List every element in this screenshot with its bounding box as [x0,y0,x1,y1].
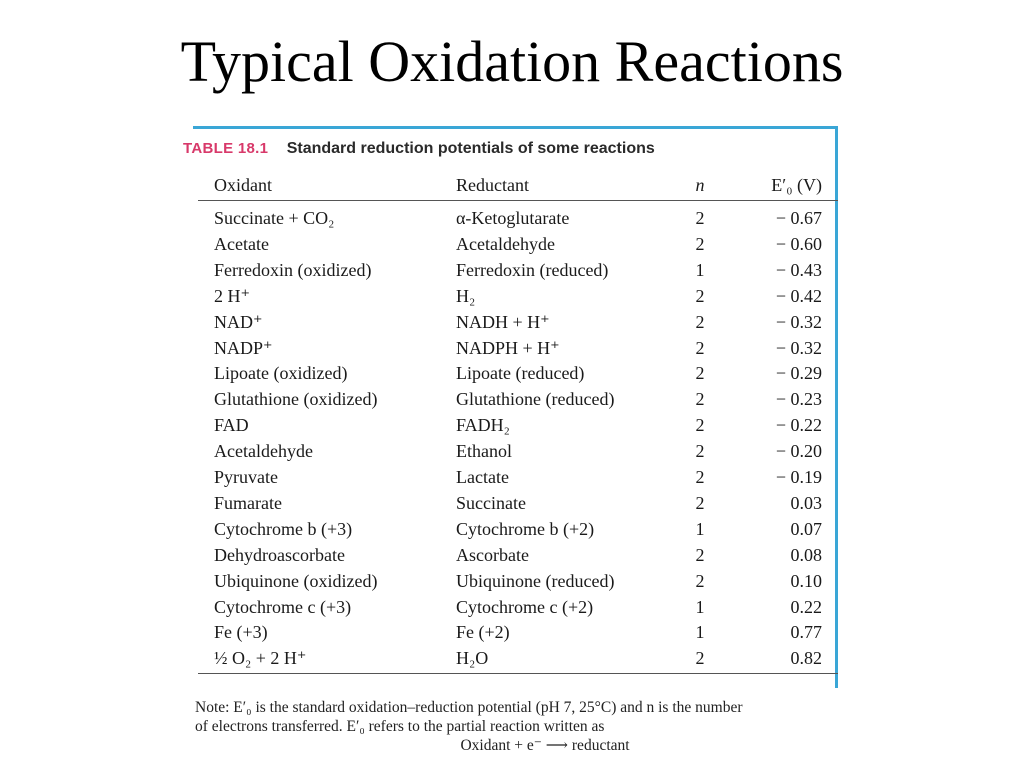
note-equation: Oxidant + e⁻ ⟶ reductant [460,737,630,754]
oxidant-cell: Acetate [214,233,269,254]
n-cell: 2 [695,285,705,306]
table-number: TABLE 18.1 [183,140,269,157]
reductant-cell: Ascorbate [456,544,529,565]
potential-cell: 0.03 [790,492,823,513]
header-potential: E′₀ (V) [771,175,822,195]
oxidant-cell: Glutathione (oxidized) [214,389,378,410]
reductant-cell: α-Ketoglutarate [456,208,570,228]
table-frame [193,126,838,688]
reductant-cell: NADPH + H⁺ [456,337,560,358]
n-cell: 2 [695,233,705,254]
potential-cell: 0.07 [790,518,823,539]
potential-cell: − 0.32 [775,311,822,332]
n-cell: 2 [695,389,705,410]
reductant-cell: NADH + H⁺ [456,311,550,332]
reductant-cell: Succinate [456,492,526,513]
potential-cell: − 0.22 [775,415,822,436]
potential-cell: − 0.67 [775,208,822,228]
oxidant-cell: Lipoate (oxidized) [214,363,348,384]
oxidant-cell: ½ O₂ + 2 H⁺ [214,648,307,669]
potential-cell: − 0.23 [775,389,822,410]
n-cell: 2 [695,337,705,358]
n-cell: 2 [695,311,705,332]
oxidant-cell: Dehydroascorbate [214,544,345,565]
potential-cell: − 0.42 [775,285,822,306]
table-caption: TABLE 18.1 Standard reduction potentials… [183,140,655,158]
header-oxidant: Oxidant [214,175,272,195]
slide-title: Typical Oxidation Reactions [180,29,844,94]
reductant-cell: Glutathione (reduced) [456,389,615,410]
oxidant-cell: Cytochrome b (+3) [214,518,353,539]
n-cell: 1 [695,622,705,643]
oxidant-cell: Ferredoxin (oxidized) [214,259,372,280]
oxidant-cell: Acetaldehyde [214,441,313,462]
potential-cell: − 0.60 [775,233,822,254]
n-cell: 2 [695,544,705,565]
reductant-cell: Lactate [456,467,509,487]
note-line: Note: E′₀ is the standard oxidation–redu… [195,699,743,716]
n-cell: 2 [695,492,705,513]
oxidant-cell: Pyruvate [214,467,278,487]
potential-cell: 0.77 [790,622,823,643]
oxidant-cell: Fe (+3) [214,622,268,643]
note-line: of electrons transferred. E′₀ refers to … [195,718,605,735]
reductant-cell: Acetaldehyde [456,233,555,254]
reductant-cell: Ethanol [456,441,512,462]
oxidant-cell: Succinate + CO₂ [214,208,335,228]
potential-cell: − 0.29 [775,363,822,384]
reductant-cell: Ferredoxin (reduced) [456,259,609,280]
header-rule [198,200,838,201]
potential-cell: − 0.19 [775,467,822,487]
oxidant-cell: FAD [214,415,249,436]
bottom-rule [198,673,838,674]
n-cell: 1 [695,518,705,539]
n-cell: 2 [695,570,705,591]
header-reductant: Reductant [456,175,529,195]
table-note: Note: E′₀ is the standard oxidation–redu… [195,698,835,755]
oxidant-cell: Cytochrome c (+3) [214,596,352,617]
oxidant-cell: 2 H⁺ [214,285,250,306]
potential-cell: − 0.20 [775,441,822,462]
potential-cell: 0.08 [790,544,823,565]
n-cell: 2 [695,363,705,384]
n-cell: 2 [695,648,705,669]
potential-cell: 0.82 [790,648,823,669]
table-title: Standard reduction potentials of some re… [286,140,655,157]
n-cell: 2 [695,415,705,436]
header-n: n [695,175,705,195]
reductant-cell: Ubiquinone (reduced) [456,570,615,591]
reductant-cell: Cytochrome b (+2) [456,518,595,539]
n-cell: 2 [695,208,705,228]
oxidant-cell: NAD⁺ [214,311,263,332]
n-cell: 2 [695,467,705,487]
reductant-cell: H₂O [456,648,489,669]
reductant-cell: Lipoate (reduced) [456,363,585,384]
potential-cell: − 0.32 [775,337,822,358]
potential-cell: 0.22 [790,596,823,617]
oxidant-cell: Ubiquinone (oxidized) [214,570,378,591]
reductant-cell: FADH₂ [456,415,510,436]
potential-cell: − 0.43 [775,259,822,280]
reductant-cell: Cytochrome c (+2) [456,596,594,617]
n-cell: 2 [695,441,705,462]
oxidant-cell: Fumarate [214,492,282,513]
potential-cell: 0.10 [790,570,823,591]
n-cell: 1 [695,596,705,617]
oxidant-cell: NADP⁺ [214,337,273,358]
n-cell: 1 [695,259,705,280]
reductant-cell: Fe (+2) [456,622,510,643]
reductant-cell: H₂ [456,285,476,306]
